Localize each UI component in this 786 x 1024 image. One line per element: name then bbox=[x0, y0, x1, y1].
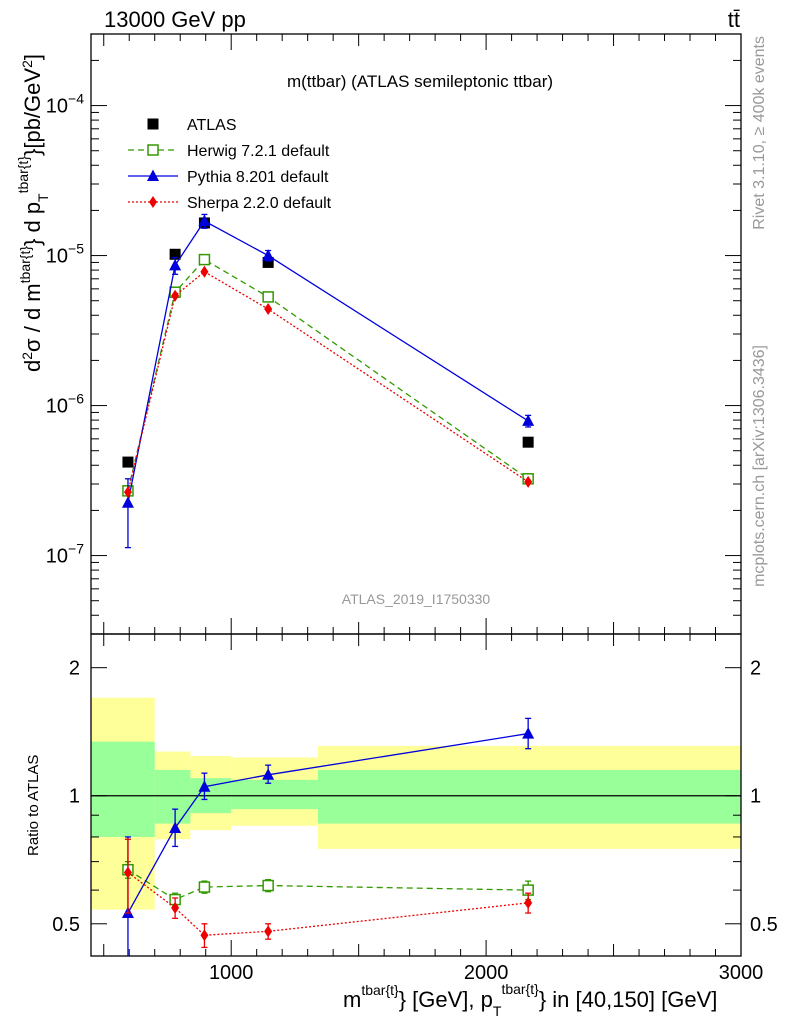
x-tick-label-3000: 3000 bbox=[719, 962, 764, 984]
ratio-point-sherpa bbox=[264, 925, 273, 938]
main-point-sherpa bbox=[200, 265, 209, 278]
ratio-point-sherpa bbox=[171, 901, 180, 914]
main-y-tick-exponent: −5 bbox=[68, 241, 84, 257]
main-series-sherpa bbox=[123, 265, 533, 499]
main-y-tick-label: 10−6 bbox=[46, 391, 84, 418]
legend-marker-herwig bbox=[147, 144, 159, 156]
ratio-point-sherpa bbox=[200, 929, 209, 942]
main-line-pythia bbox=[127, 220, 529, 503]
ratio-y-tick-label-left: 2 bbox=[69, 658, 80, 680]
ratio-line-herwig bbox=[127, 869, 529, 901]
main-point-atlas bbox=[169, 248, 181, 260]
main-point-herwig bbox=[262, 291, 274, 303]
main-y-tick-exponent: −6 bbox=[68, 391, 84, 407]
main-y-tick-exponent: −7 bbox=[68, 541, 84, 557]
main-point-pythia bbox=[198, 214, 211, 227]
main-series-herwig bbox=[122, 253, 534, 497]
ratio-point-pythia bbox=[198, 780, 211, 792]
x-tick-label-1000: 1000 bbox=[209, 962, 254, 984]
rivet-label: Rivet 3.1.10, ≥ 400k events bbox=[751, 36, 768, 230]
atlas-uncertainty-band bbox=[91, 697, 741, 910]
band-inner-1 bbox=[154, 769, 191, 824]
main-y-tick-base: 10 bbox=[46, 396, 68, 418]
main-series-pythia bbox=[121, 213, 535, 549]
ratio-series-herwig bbox=[122, 860, 534, 907]
ratio-y-tick-label-right: 1 bbox=[750, 786, 761, 808]
main-panel-data bbox=[121, 213, 535, 549]
ratio-point-pythia bbox=[169, 821, 182, 833]
main-y-tick-label: 10−7 bbox=[46, 541, 84, 568]
ratio-point-herwig bbox=[198, 881, 211, 893]
ratio-y-tick-label-left: 1 bbox=[69, 786, 80, 808]
band-inner-3 bbox=[231, 779, 318, 810]
band-inner-0 bbox=[91, 741, 155, 837]
main-point-atlas bbox=[122, 456, 134, 468]
main-point-pythia bbox=[522, 414, 535, 426]
main-y-tick-exponent: −4 bbox=[68, 91, 84, 107]
header-right: tt̄ bbox=[728, 7, 740, 32]
legend-marker-atlas bbox=[147, 118, 159, 130]
legend-label-pythia: Pythia 8.201 default bbox=[187, 169, 329, 186]
ratio-series-sherpa bbox=[123, 838, 533, 949]
band-inner-4 bbox=[317, 769, 741, 824]
x-axis-label-text: mtbar{t}} [GeV], pTtbar{t}} in [40,150] … bbox=[343, 981, 717, 1019]
ratio-panel-data bbox=[121, 717, 535, 956]
main-point-pythia bbox=[121, 496, 134, 508]
main-y-tick-base: 10 bbox=[46, 246, 68, 268]
source-label: mcplots.cern.ch [arXiv:1306.3436] bbox=[751, 345, 768, 587]
legend-label-herwig: Herwig 7.2.1 default bbox=[187, 143, 330, 160]
ratio-panel-frame bbox=[90, 633, 742, 957]
ratio-y-tick-label-right: 0.5 bbox=[750, 914, 778, 936]
x-axis-label: mtbar{t}} [GeV], pTtbar{t}} in [40,150] … bbox=[343, 981, 717, 1019]
main-point-sherpa bbox=[524, 475, 533, 488]
main-point-pythia bbox=[169, 258, 182, 271]
ratio-line-sherpa bbox=[127, 871, 529, 936]
main-y-tick-label: 10−5 bbox=[46, 241, 84, 268]
ratio-point-sherpa bbox=[123, 866, 132, 879]
ratio-point-sherpa bbox=[524, 896, 533, 909]
main-point-sherpa bbox=[171, 289, 180, 302]
main-line-sherpa bbox=[127, 270, 529, 493]
legend-marker-pythia bbox=[147, 169, 159, 181]
legend-label-sherpa: Sherpa 2.2.0 default bbox=[187, 195, 332, 212]
main-point-atlas bbox=[262, 256, 274, 268]
x-tick-label-2000: 2000 bbox=[464, 962, 509, 984]
ratio-point-pythia bbox=[522, 727, 535, 739]
legend-marker-sherpa bbox=[149, 196, 157, 208]
ratio-y-axis-label: Ratio to ATLAS bbox=[25, 755, 42, 856]
ratio-point-herwig bbox=[262, 879, 274, 892]
main-point-pythia bbox=[262, 249, 275, 261]
header-left: 13000 GeV pp bbox=[104, 7, 246, 32]
main-y-tick-base: 10 bbox=[46, 96, 68, 118]
ratio-point-pythia bbox=[262, 768, 275, 780]
main-point-sherpa bbox=[123, 486, 132, 499]
ratio-y-tick-label-right: 2 bbox=[750, 658, 761, 680]
main-point-atlas bbox=[522, 436, 534, 448]
main-series-atlas bbox=[122, 217, 534, 468]
legend-label-atlas: ATLAS bbox=[187, 117, 237, 134]
main-y-tick-label: 10−4 bbox=[46, 91, 84, 118]
analysis-watermark: ATLAS_2019_I1750330 bbox=[342, 591, 491, 607]
legend: ATLAS Herwig 7.2.1 default Pythia 8.201 de… bbox=[128, 117, 332, 212]
ratio-y-tick-label-left: 0.5 bbox=[52, 914, 80, 936]
plot-title: m(ttbar) (ATLAS semileptonic ttbar) bbox=[287, 72, 553, 91]
main-point-herwig bbox=[198, 253, 211, 266]
main-point-sherpa bbox=[264, 303, 273, 316]
main-y-tick-base: 10 bbox=[46, 546, 68, 568]
